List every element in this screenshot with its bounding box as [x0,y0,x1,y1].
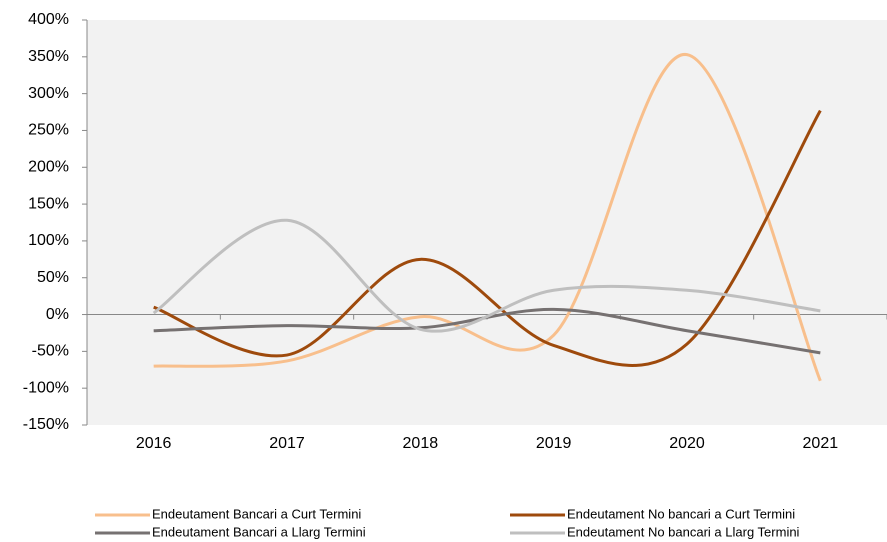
legend-label: Endeutament No bancari a Llarg Termini [567,524,800,539]
y-tick-label: 0% [46,306,69,323]
series-line [152,218,821,333]
x-tick-label: 2018 [403,435,439,452]
y-tick-label: 350% [28,48,69,65]
legend-label: Endeutament Bancari a Curt Termini [152,506,361,521]
y-tick-label: -50% [32,343,69,360]
x-tick-label: 2021 [803,435,839,452]
y-tick-label: 300% [28,85,69,102]
y-tick-label: -150% [23,416,69,433]
x-tick-label: 2017 [269,435,305,452]
legend-label: Endeutament Bancari a Llarg Termini [152,524,366,539]
series-line [153,53,822,382]
x-tick-label: 2019 [536,435,572,452]
plot-area [87,20,887,425]
x-tick-label: 2020 [669,435,705,452]
legend-label: Endeutament No bancari a Curt Termini [567,506,795,521]
y-tick-label: 250% [28,122,69,139]
x-tick-label: 2016 [136,435,172,452]
y-tick-label: 200% [28,158,69,175]
y-tick-label: 100% [28,232,69,249]
y-tick-label: 400% [28,11,69,28]
y-tick-label: -100% [23,379,69,396]
y-tick-label: 50% [37,269,69,286]
y-tick-label: 150% [28,195,69,212]
